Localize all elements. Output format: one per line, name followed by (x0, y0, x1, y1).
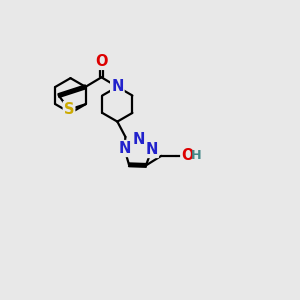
Text: N: N (111, 79, 124, 94)
Text: N: N (118, 141, 130, 156)
Text: S: S (64, 102, 74, 117)
Text: H: H (190, 149, 201, 162)
Text: N: N (132, 132, 145, 147)
Text: O: O (95, 54, 108, 69)
Text: O: O (181, 148, 194, 164)
Text: N: N (146, 142, 158, 157)
